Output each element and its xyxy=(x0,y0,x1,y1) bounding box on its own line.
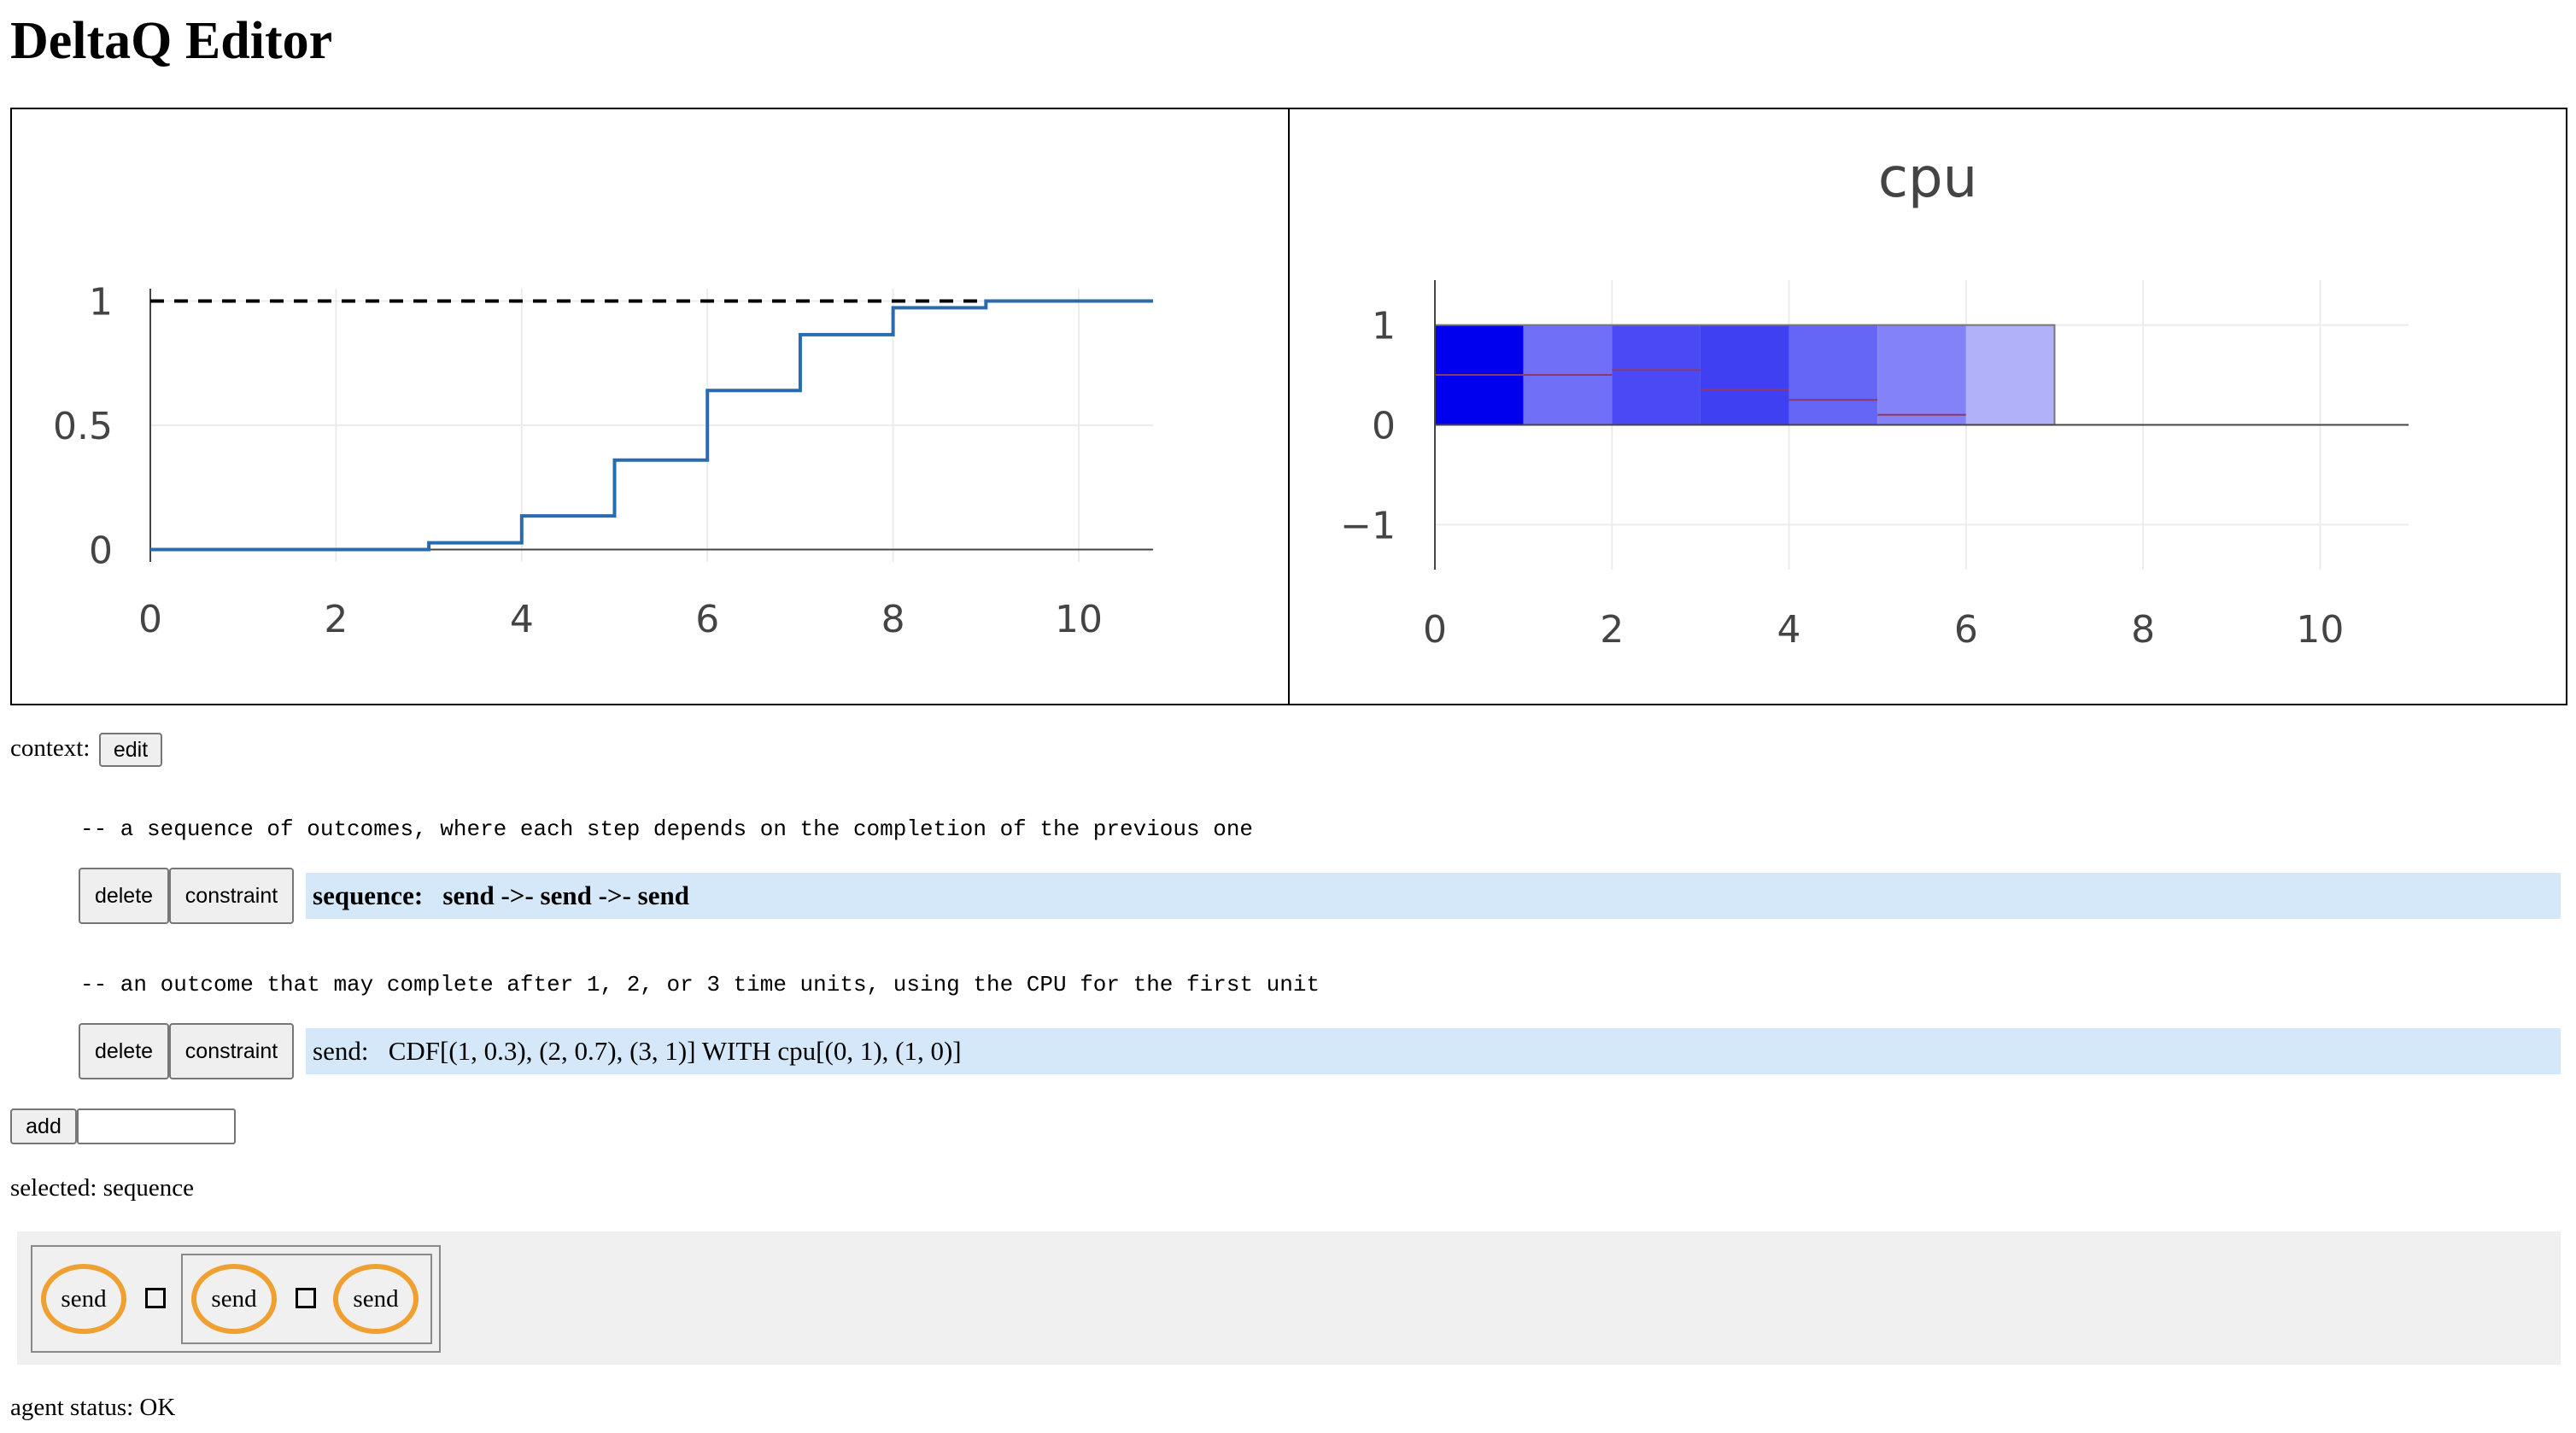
constraint-button[interactable]: constraint xyxy=(169,1023,294,1079)
y-tick-label: 0 xyxy=(89,529,113,572)
agent-status: agent status: OK xyxy=(10,1394,176,1421)
cpu-cell xyxy=(1789,325,1878,425)
definition-comment: -- an outcome that may complete after 1,… xyxy=(80,972,1320,997)
x-tick-label: 2 xyxy=(324,598,348,641)
x-tick-label: 2 xyxy=(1600,608,1624,652)
cpu-cell xyxy=(1877,325,1966,425)
cpu-cell xyxy=(1965,325,2055,425)
definition-comment: -- a sequence of outcomes, where each st… xyxy=(80,816,1254,842)
cpu-cell xyxy=(1612,325,1701,425)
cdf-plot-panel: 0 2 4 6 8 10 0 0.5 1 xyxy=(10,108,1290,705)
sequence-operator-box[interactable] xyxy=(296,1288,316,1308)
context-label: context: xyxy=(10,734,91,762)
cdf-chart: 0 2 4 6 8 10 0 0.5 1 xyxy=(53,281,1153,641)
definition-name: sequence: xyxy=(313,880,424,910)
add-button[interactable]: add xyxy=(10,1108,77,1144)
y-tick-label: 1 xyxy=(1372,305,1396,348)
definition-expression: send ->- send ->- send xyxy=(442,880,689,910)
add-name-input[interactable] xyxy=(77,1108,236,1144)
cpu-plot-panel: cpu 0 2 4 6 8 10 −1 0 1 xyxy=(1288,108,2567,705)
outcome-diagram: send send send xyxy=(17,1231,2561,1365)
constraint-button[interactable]: constraint xyxy=(169,868,294,924)
definition-expression: CDF[(1, 0.3), (2, 0.7), (3, 1)] WITH cpu… xyxy=(388,1036,962,1066)
x-tick-label: 6 xyxy=(1954,608,1978,652)
outcome-send[interactable]: send xyxy=(333,1264,419,1334)
delete-button[interactable]: delete xyxy=(79,1023,169,1079)
outcome-send[interactable]: send xyxy=(191,1264,277,1334)
page-title: DeltaQ Editor xyxy=(10,12,333,70)
sequence-box[interactable] xyxy=(31,1245,441,1353)
sequence-operator-box[interactable] xyxy=(145,1288,166,1308)
x-tick-label: 8 xyxy=(881,598,905,641)
delete-button[interactable]: delete xyxy=(79,868,169,924)
cpu-cell xyxy=(1700,325,1789,425)
y-tick-label: −1 xyxy=(1340,504,1396,547)
x-tick-label: 10 xyxy=(2296,608,2344,652)
chart-title: cpu xyxy=(1878,147,1977,210)
x-tick-label: 8 xyxy=(2131,608,2155,652)
x-tick-label: 0 xyxy=(1423,608,1447,652)
definition-row-sequence[interactable]: sequence: send ->- send ->- send xyxy=(306,873,2561,919)
y-tick-label: 0.5 xyxy=(53,405,113,448)
definition-name: send: xyxy=(313,1036,369,1066)
x-tick-label: 4 xyxy=(510,598,534,641)
cpu-chart: cpu 0 2 4 6 8 10 −1 0 1 xyxy=(1340,147,2409,652)
y-tick-label: 0 xyxy=(1372,405,1396,448)
y-tick-label: 1 xyxy=(89,281,113,325)
x-tick-label: 0 xyxy=(138,598,162,641)
sequence-box-inner[interactable] xyxy=(181,1254,432,1344)
selected-label: selected: sequence xyxy=(10,1174,194,1202)
x-tick-label: 6 xyxy=(695,598,719,641)
definition-row-send[interactable]: send: CDF[(1, 0.3), (2, 0.7), (3, 1)] WI… xyxy=(306,1028,2561,1074)
x-tick-label: 4 xyxy=(1777,608,1801,652)
cdf-series-line xyxy=(150,299,1153,552)
context-edit-button[interactable]: edit xyxy=(99,733,162,767)
outcome-send[interactable]: send xyxy=(41,1264,126,1334)
x-tick-label: 10 xyxy=(1055,598,1103,641)
